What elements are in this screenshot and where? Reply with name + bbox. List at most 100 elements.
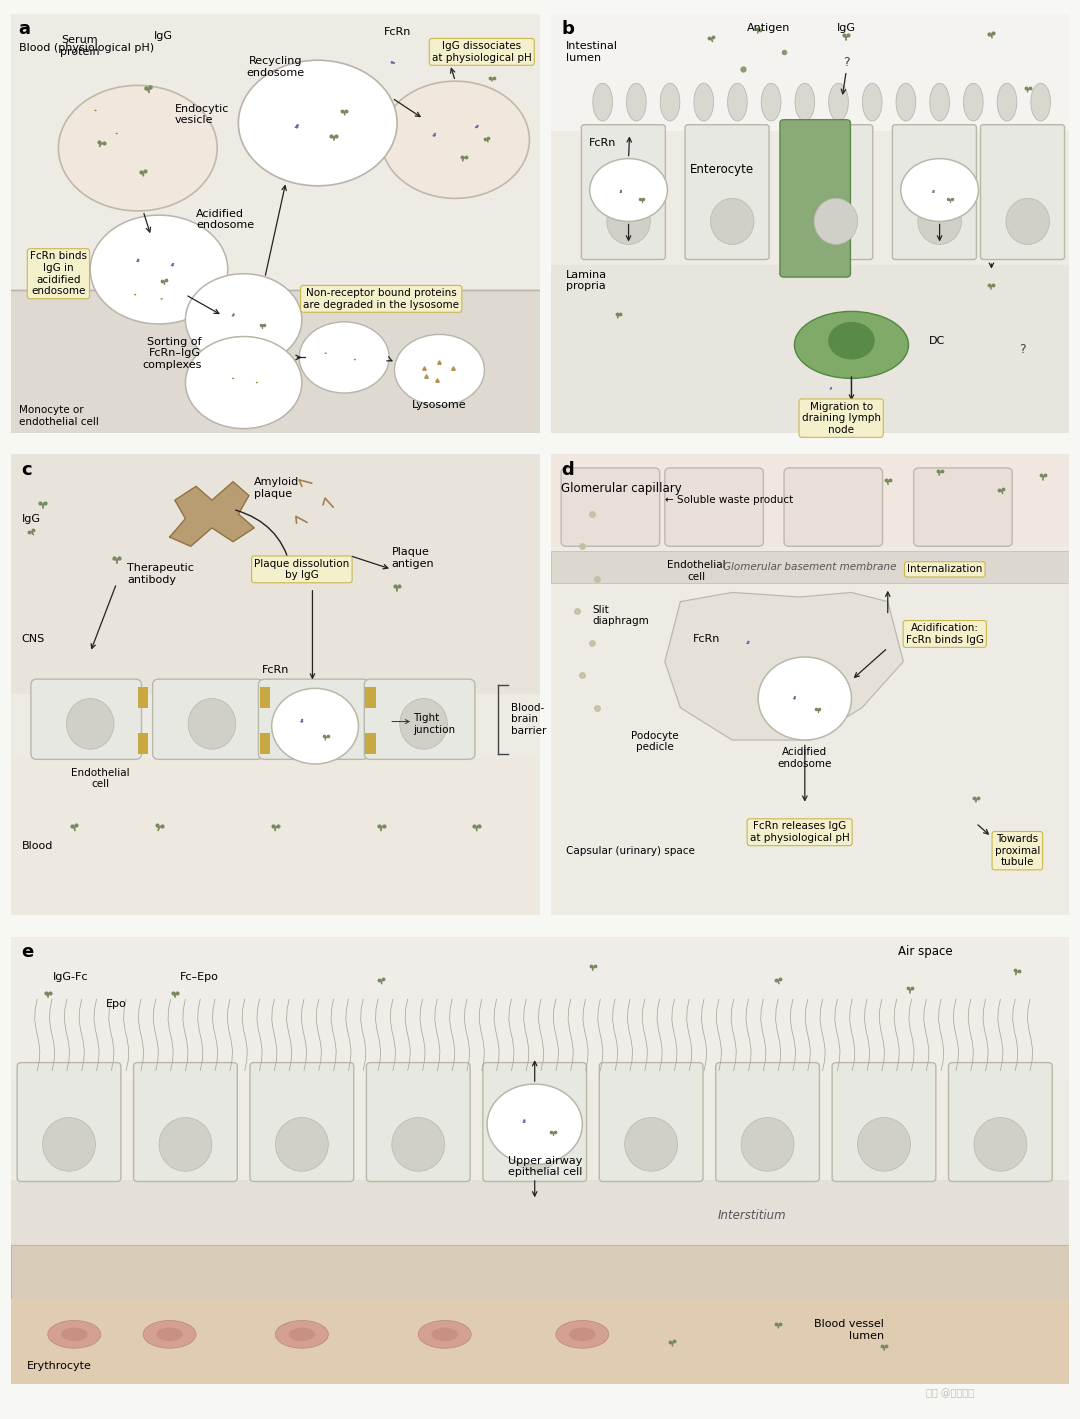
Text: Capsular (urinary) space: Capsular (urinary) space [566, 846, 696, 856]
Text: Endocytic
vesicle: Endocytic vesicle [175, 104, 229, 125]
FancyBboxPatch shape [138, 734, 148, 753]
Text: IgG: IgG [153, 31, 173, 41]
Ellipse shape [157, 1328, 183, 1341]
Ellipse shape [433, 133, 436, 135]
FancyBboxPatch shape [716, 1063, 820, 1182]
FancyBboxPatch shape [551, 454, 1069, 546]
Ellipse shape [391, 61, 393, 64]
Ellipse shape [693, 84, 714, 121]
Text: Enterocyte: Enterocyte [690, 163, 754, 176]
Circle shape [91, 216, 228, 324]
Ellipse shape [828, 84, 849, 121]
Text: Serum
protein: Serum protein [59, 35, 99, 57]
Text: FcRn: FcRn [383, 27, 410, 37]
FancyBboxPatch shape [365, 687, 376, 708]
Ellipse shape [136, 260, 139, 263]
FancyBboxPatch shape [914, 468, 1012, 546]
Text: Fc–Epo: Fc–Epo [180, 972, 219, 982]
Ellipse shape [509, 1118, 562, 1171]
Circle shape [901, 159, 978, 221]
FancyBboxPatch shape [259, 687, 270, 708]
Text: IgG: IgG [22, 514, 40, 524]
Ellipse shape [432, 1328, 458, 1341]
Text: FcRn releases IgG
at physiological pH: FcRn releases IgG at physiological pH [750, 822, 850, 843]
Text: d: d [562, 461, 573, 480]
Ellipse shape [296, 125, 299, 126]
FancyBboxPatch shape [551, 14, 1069, 433]
Text: Slit
diaphragm: Slit diaphragm [592, 604, 649, 626]
Text: IgG: IgG [837, 23, 855, 33]
FancyBboxPatch shape [0, 291, 551, 441]
Text: Blood (physiological pH): Blood (physiological pH) [18, 44, 153, 54]
Ellipse shape [741, 1118, 794, 1171]
Text: FcRn: FcRn [261, 666, 289, 675]
Ellipse shape [432, 135, 436, 136]
Text: Antigen: Antigen [747, 23, 791, 33]
Ellipse shape [930, 84, 949, 121]
Text: Endothelial
cell: Endothelial cell [666, 561, 726, 582]
Circle shape [58, 85, 217, 211]
Text: Sorting of
FcRn–IgG
complexes: Sorting of FcRn–IgG complexes [141, 336, 201, 370]
Text: Glomerular basement membrane: Glomerular basement membrane [724, 562, 896, 572]
Circle shape [186, 336, 302, 429]
FancyBboxPatch shape [365, 734, 376, 753]
Text: Blood-
brain
barrier: Blood- brain barrier [511, 702, 546, 736]
Ellipse shape [793, 698, 796, 700]
Ellipse shape [626, 84, 646, 121]
Text: Plaque
antigen: Plaque antigen [392, 548, 434, 569]
Text: Therapeutic
antibody: Therapeutic antibody [127, 563, 194, 585]
Ellipse shape [392, 1118, 445, 1171]
FancyBboxPatch shape [551, 265, 1069, 433]
Text: Plaque dissolution
by IgG: Plaque dissolution by IgG [254, 559, 350, 580]
Text: Blood: Blood [22, 841, 53, 851]
Text: ?: ? [1020, 342, 1026, 356]
FancyBboxPatch shape [11, 14, 540, 433]
Ellipse shape [746, 643, 750, 644]
Text: CNS: CNS [22, 633, 44, 644]
Ellipse shape [795, 311, 908, 379]
FancyBboxPatch shape [11, 937, 1069, 1384]
FancyBboxPatch shape [483, 1063, 586, 1182]
Ellipse shape [159, 1118, 212, 1171]
Text: e: e [22, 944, 33, 961]
Ellipse shape [188, 698, 235, 749]
Ellipse shape [728, 84, 747, 121]
Text: DC: DC [929, 336, 945, 346]
FancyBboxPatch shape [11, 454, 540, 915]
FancyBboxPatch shape [259, 734, 270, 753]
FancyBboxPatch shape [780, 119, 850, 277]
Text: Podocyte
pedicle: Podocyte pedicle [631, 731, 678, 752]
FancyBboxPatch shape [366, 1063, 470, 1182]
Text: Upper airway
epithelial cell: Upper airway epithelial cell [508, 1155, 582, 1178]
Ellipse shape [997, 84, 1017, 121]
FancyBboxPatch shape [832, 1063, 936, 1182]
Text: Recycling
endosome: Recycling endosome [246, 55, 305, 78]
FancyBboxPatch shape [892, 125, 976, 260]
Circle shape [272, 688, 359, 763]
Ellipse shape [862, 84, 882, 121]
FancyBboxPatch shape [685, 125, 769, 260]
Ellipse shape [711, 199, 754, 244]
Text: Acidified
endosome: Acidified endosome [197, 209, 254, 230]
Circle shape [239, 60, 397, 186]
Ellipse shape [275, 1118, 328, 1171]
Ellipse shape [896, 84, 916, 121]
Text: FcRn: FcRn [589, 138, 617, 148]
Ellipse shape [475, 126, 478, 128]
Text: ?: ? [843, 55, 850, 70]
Text: Blood vessel
lumen: Blood vessel lumen [814, 1320, 885, 1341]
FancyBboxPatch shape [11, 454, 540, 694]
FancyBboxPatch shape [551, 454, 1069, 915]
Ellipse shape [62, 1328, 87, 1341]
Text: Lysosome: Lysosome [413, 400, 467, 410]
Ellipse shape [620, 192, 622, 193]
Polygon shape [170, 481, 254, 546]
Text: Migration to
draining lymph
node: Migration to draining lymph node [801, 402, 880, 434]
Ellipse shape [593, 84, 612, 121]
Text: Glomerular capillary: Glomerular capillary [562, 481, 681, 495]
Circle shape [590, 159, 667, 221]
Circle shape [299, 322, 389, 393]
Ellipse shape [932, 192, 935, 193]
Text: Acidification:
FcRn binds IgG: Acidification: FcRn binds IgG [906, 623, 984, 644]
Ellipse shape [48, 1321, 100, 1348]
